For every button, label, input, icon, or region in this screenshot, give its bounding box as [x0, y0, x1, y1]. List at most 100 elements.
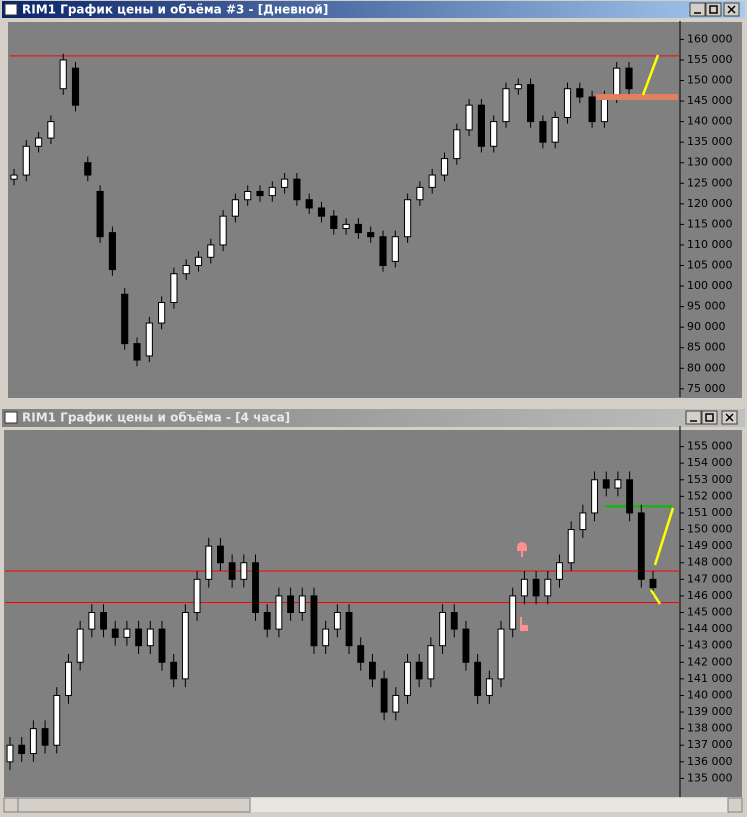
candle-body: [556, 562, 563, 580]
y-tick-label: 85 000: [687, 341, 726, 354]
y-tick-label: 140 000: [687, 115, 733, 128]
candle-body: [404, 199, 412, 238]
candle-body: [490, 121, 498, 147]
y-tick-label: 145 000: [687, 606, 733, 619]
candle-body: [450, 612, 458, 630]
candle-body: [193, 578, 201, 613]
candle-body: [41, 728, 49, 746]
candle-body: [379, 236, 387, 267]
candle-body: [121, 293, 129, 345]
candle-body: [551, 117, 559, 143]
candle-body: [502, 88, 510, 123]
window-buttons[interactable]: [689, 2, 740, 17]
title-bar: [2, 409, 745, 427]
candle-body: [539, 121, 547, 143]
candle-body: [29, 728, 37, 755]
candle-body: [293, 178, 301, 201]
y-tick-label: 140 000: [687, 688, 733, 701]
candle-body: [145, 322, 153, 357]
candle-body: [170, 273, 178, 304]
candle-body: [170, 661, 178, 680]
candle-body: [649, 578, 657, 589]
candle-body: [47, 121, 55, 139]
candle-body: [6, 744, 14, 763]
candle-body: [240, 562, 248, 580]
candle-body: [330, 215, 338, 230]
candle-body: [146, 628, 154, 647]
candle-body: [588, 96, 596, 123]
y-tick-label: 151 000: [687, 506, 733, 519]
y-tick-label: 105 000: [687, 259, 733, 272]
y-tick-label: 120 000: [687, 197, 733, 210]
candle-body: [135, 628, 143, 647]
scroll-right[interactable]: [727, 797, 743, 813]
candle-body: [88, 612, 96, 630]
candle-body: [613, 67, 621, 98]
candle-body: [625, 67, 633, 90]
candle-body: [59, 59, 67, 90]
minimize-button[interactable]: [685, 410, 702, 425]
y-tick-label: 148 000: [687, 556, 733, 569]
y-tick-label: 149 000: [687, 539, 733, 552]
candle-body: [440, 158, 449, 176]
candle-body: [357, 645, 365, 663]
candle-body: [281, 178, 289, 188]
y-tick-label: 135 000: [687, 135, 733, 148]
y-tick-label: 150 000: [687, 523, 733, 536]
hand-icon: [517, 542, 527, 557]
candle-body: [18, 744, 26, 755]
candle-body: [497, 628, 505, 680]
candle-body: [415, 661, 423, 680]
candle-body: [637, 512, 645, 580]
y-tick-label: 150 000: [687, 74, 733, 87]
candle-body: [158, 628, 166, 663]
candle-body: [65, 661, 72, 696]
window-title: RIM1 График цены и объёма #3 - [Дневной]: [22, 3, 328, 17]
y-tick-label: 145 000: [687, 94, 733, 107]
button-glyphs: [694, 5, 736, 14]
candle-body: [100, 612, 107, 630]
candle-body: [133, 343, 141, 361]
candle-body: [108, 232, 116, 271]
scrollbar[interactable]: [3, 797, 743, 813]
candle-body: [10, 174, 18, 180]
candle-body: [532, 578, 540, 597]
candle-body: [298, 595, 306, 614]
candle-body: [53, 694, 61, 746]
maximize-button[interactable]: [701, 410, 718, 425]
candle-body: [310, 595, 318, 647]
candle-body: [453, 129, 461, 160]
candle-body: [333, 612, 341, 630]
candle-body: [111, 628, 119, 638]
candle-body: [544, 578, 552, 597]
scroll-left[interactable]: [3, 797, 19, 813]
candle-body: [231, 199, 239, 217]
button-glyphs: [690, 413, 734, 422]
y-tick-label: 155 000: [687, 440, 733, 453]
candle-body: [354, 223, 362, 234]
candle-body: [591, 479, 598, 514]
candle-body: [84, 162, 92, 176]
y-tick-label: 147 000: [687, 572, 733, 585]
candle-body: [322, 628, 330, 647]
annotation-line: [641, 54, 660, 96]
maximize-button[interactable]: [705, 2, 722, 17]
y-tick-label: 125 000: [687, 176, 733, 189]
candle-body: [305, 199, 313, 209]
y-tick-label: 136 000: [687, 755, 733, 768]
scroll-thumb[interactable]: [17, 797, 251, 813]
candle-body: [96, 191, 104, 238]
y-tick-label: 153 000: [687, 473, 733, 486]
annotation-line: [653, 507, 675, 566]
window-buttons[interactable]: [685, 410, 738, 425]
minimize-button[interactable]: [689, 2, 706, 17]
y-tick-label: 143 000: [687, 639, 733, 652]
candle-body: [76, 628, 84, 663]
candle-body: [275, 595, 283, 630]
title-bar: [2, 1, 745, 18]
y-tick-label: 142 000: [687, 655, 733, 668]
window-icon: [4, 411, 18, 424]
candle-body: [380, 678, 388, 713]
candle-body: [268, 186, 276, 197]
